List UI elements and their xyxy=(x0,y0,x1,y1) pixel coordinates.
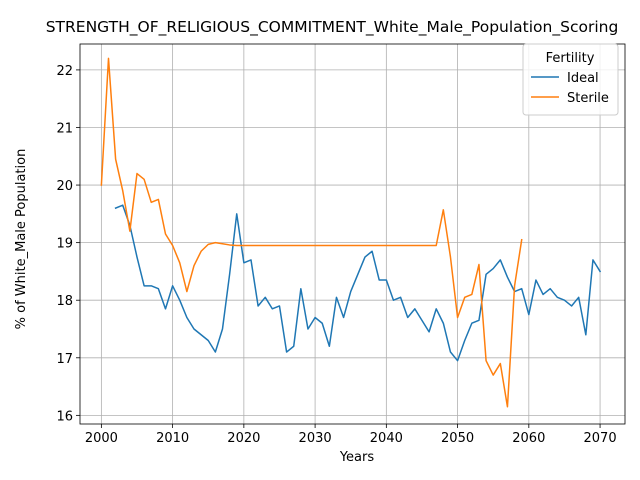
x-axis-ticks: 2000 2010 2020 2030 2040 2050 2060 2070 xyxy=(85,424,617,446)
x-tick-label: 2000 xyxy=(85,431,118,446)
y-tick-label: 17 xyxy=(56,352,73,367)
y-tick-label: 19 xyxy=(56,237,73,252)
x-tick-label: 2010 xyxy=(156,431,189,446)
x-tick-label: 2060 xyxy=(512,431,545,446)
x-tick-label: 2020 xyxy=(227,431,260,446)
y-tick-label: 18 xyxy=(56,294,73,309)
series-line-ideal xyxy=(114,204,602,362)
legend-label-sterile: Sterile xyxy=(567,91,609,106)
x-tick-label: 2040 xyxy=(370,431,403,446)
x-axis-label: Years xyxy=(339,450,375,465)
x-tick-label: 2050 xyxy=(441,431,474,446)
legend-label-ideal: Ideal xyxy=(567,71,599,86)
y-axis-label: % of White_Male Population xyxy=(14,149,29,330)
y-tick-label: 16 xyxy=(56,409,73,424)
legend-title: Fertility xyxy=(546,51,595,66)
x-tick-label: 2030 xyxy=(299,431,332,446)
series-line-sterile xyxy=(100,57,523,408)
y-tick-label: 21 xyxy=(56,121,73,136)
chart-title: STRENGTH_OF_RELIGIOUS_COMMITMENT_White_M… xyxy=(46,18,619,37)
y-tick-label: 20 xyxy=(56,179,73,194)
series-layer xyxy=(100,57,602,408)
y-axis-ticks: 16 17 18 19 20 21 22 xyxy=(56,64,80,424)
x-tick-label: 2070 xyxy=(584,431,617,446)
legend: Fertility Ideal Sterile xyxy=(522,43,619,116)
y-tick-label: 22 xyxy=(56,64,73,79)
plot-frame xyxy=(79,43,626,425)
